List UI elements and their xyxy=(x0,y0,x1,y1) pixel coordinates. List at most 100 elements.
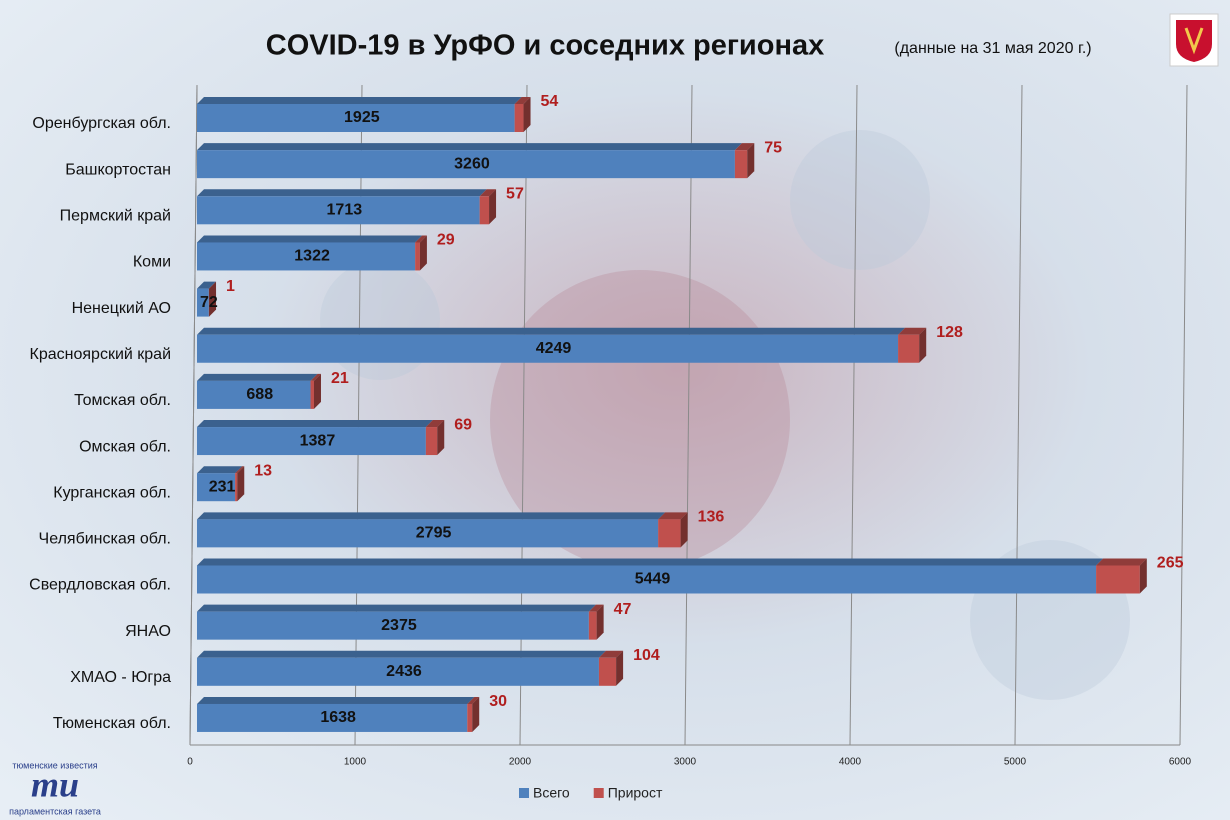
bar xyxy=(310,380,314,409)
bar xyxy=(898,334,920,363)
bar xyxy=(197,611,589,640)
bar xyxy=(197,150,735,179)
x-tick-label: 0 xyxy=(187,757,193,768)
bar xyxy=(425,427,438,456)
bar-side xyxy=(313,373,321,409)
bar-top xyxy=(208,281,217,289)
bar xyxy=(588,611,597,640)
bar xyxy=(1096,565,1140,594)
grid-line xyxy=(684,84,693,746)
bar-top xyxy=(898,327,927,335)
data-label: 29 xyxy=(437,232,455,249)
bar xyxy=(598,657,617,686)
bar xyxy=(197,380,311,409)
bar xyxy=(197,519,659,548)
bar xyxy=(197,427,426,456)
x-tick-label: 4000 xyxy=(839,757,862,768)
y-tick-label: Челябинская обл. xyxy=(39,531,171,548)
bar-top xyxy=(479,189,497,197)
bar xyxy=(197,196,480,225)
y-tick-label: Башкортостан xyxy=(65,161,171,178)
bar-top xyxy=(588,604,604,612)
y-tick-label: Ненецкий АО xyxy=(72,300,171,317)
bar xyxy=(467,703,473,732)
legend-label: Всего xyxy=(533,785,570,801)
bar-side xyxy=(596,604,604,640)
bar-side xyxy=(472,696,480,732)
bar xyxy=(415,242,420,271)
bar-top xyxy=(197,143,742,151)
data-label: 1638 xyxy=(320,709,356,726)
bar xyxy=(197,703,468,732)
data-label: 2375 xyxy=(381,617,417,634)
chart-subtitle: (данные на 31 мая 2020 г.) xyxy=(894,40,1091,57)
bar xyxy=(514,104,524,132)
grid-line xyxy=(189,84,198,746)
bar-top xyxy=(197,466,243,474)
bar xyxy=(197,242,416,271)
bar-top xyxy=(197,650,606,658)
data-label: 75 xyxy=(764,139,782,156)
data-label: 47 xyxy=(614,601,632,618)
data-label: 2436 xyxy=(386,663,422,680)
data-label: 30 xyxy=(489,693,507,710)
bar-side xyxy=(1139,558,1147,594)
logo: тюменские известия ти парламентская газе… xyxy=(9,760,101,816)
data-label: 1713 xyxy=(327,202,363,219)
bar-side xyxy=(919,327,927,363)
x-tick-label: 6000 xyxy=(1169,757,1192,768)
bar-side xyxy=(747,143,755,179)
bar xyxy=(197,104,515,132)
data-label: 1322 xyxy=(294,248,330,265)
data-label: 688 xyxy=(246,386,273,403)
y-tick-label: Курганская обл. xyxy=(53,484,171,501)
bar-side xyxy=(616,650,624,686)
logo-mark: ти xyxy=(31,764,79,804)
data-label: 231 xyxy=(209,478,236,495)
bar xyxy=(479,196,490,225)
bar-top xyxy=(197,327,906,335)
data-label: 104 xyxy=(633,647,660,664)
x-tick-label: 5000 xyxy=(1004,757,1027,768)
bar-top xyxy=(310,373,321,381)
data-label: 21 xyxy=(331,370,349,387)
bar xyxy=(197,288,209,317)
y-tick-label: Омская обл. xyxy=(79,438,171,455)
bar-side xyxy=(489,189,497,225)
x-tick-label: 3000 xyxy=(674,757,697,768)
data-label: 5449 xyxy=(635,571,671,588)
bar-top xyxy=(514,97,531,104)
y-tick-label: ЯНАО xyxy=(125,623,171,640)
bar xyxy=(197,657,599,686)
bar xyxy=(658,519,681,548)
data-label: 1925 xyxy=(344,109,380,126)
data-label: 1 xyxy=(226,278,235,295)
grid-line xyxy=(1014,84,1023,746)
logo-bottom: парламентская газета xyxy=(9,806,101,816)
bar-top xyxy=(197,97,522,104)
bar xyxy=(197,565,1097,594)
data-label: 128 xyxy=(936,324,963,341)
legend-label: Прирост xyxy=(608,785,663,801)
bar-top xyxy=(235,466,245,474)
bar-side xyxy=(523,97,531,132)
bar-side xyxy=(680,512,688,548)
bar-side xyxy=(437,420,445,456)
y-tick-label: Оренбургская обл. xyxy=(32,115,171,132)
bar-top xyxy=(197,420,433,428)
data-label: 72 xyxy=(200,294,218,311)
data-label: 69 xyxy=(454,416,472,433)
data-label: 265 xyxy=(1157,555,1184,572)
bar-top xyxy=(197,235,423,243)
x-tick-label: 2000 xyxy=(509,757,532,768)
y-tick-label: Пермский край xyxy=(60,208,171,225)
bar-top xyxy=(197,696,475,704)
y-tick-label: Свердловская обл. xyxy=(29,577,171,594)
bar-top xyxy=(1096,558,1147,566)
x-tick-label: 1000 xyxy=(344,757,367,768)
data-label: 4249 xyxy=(536,340,572,357)
bar-top xyxy=(415,235,427,243)
data-label: 54 xyxy=(541,93,559,110)
data-label: 3260 xyxy=(454,155,490,172)
bar-top xyxy=(197,604,596,612)
